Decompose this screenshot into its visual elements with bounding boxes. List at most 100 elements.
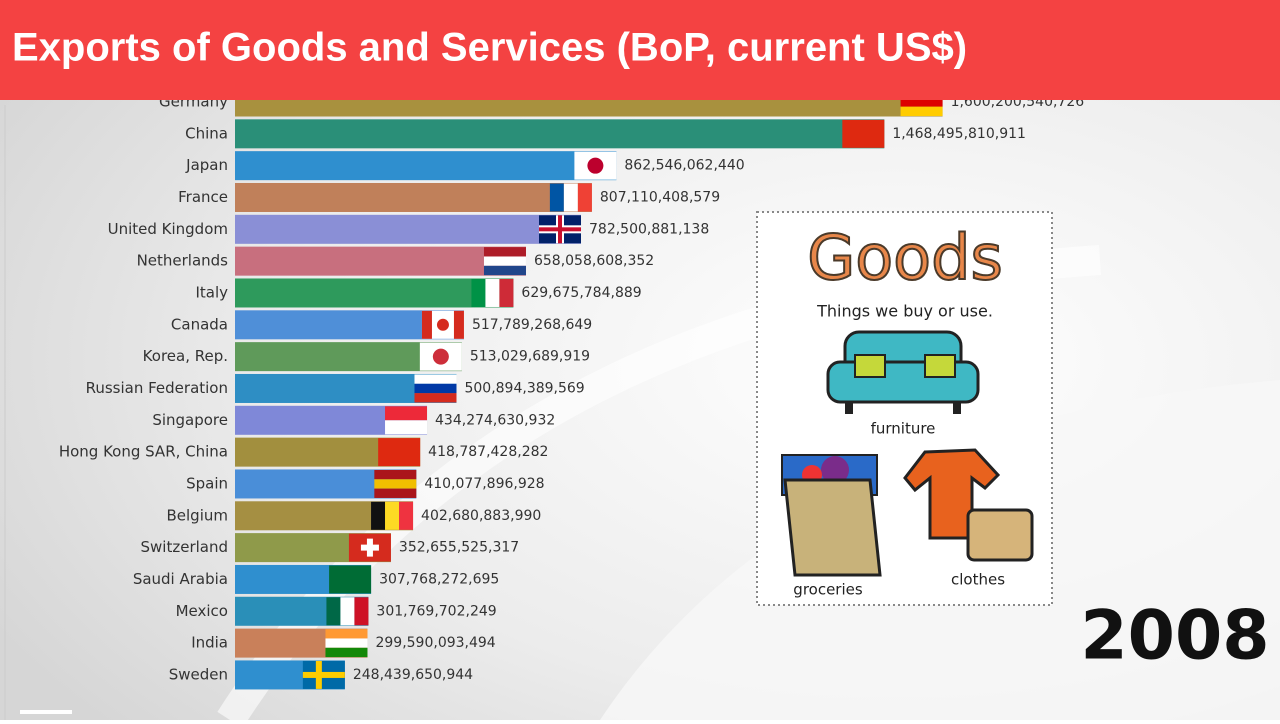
value-label: 658,058,608,352 — [534, 253, 654, 269]
inset: Goods Things we buy or use. furniture gr… — [756, 211, 1053, 606]
flag — [326, 597, 369, 626]
flag-part — [563, 183, 578, 212]
y-tick-label: France — [178, 188, 228, 206]
flag-part — [414, 383, 457, 394]
y-tick-label: Belgium — [167, 506, 229, 524]
y-tick-label: United Kingdom — [108, 220, 228, 238]
flag-part — [354, 597, 369, 626]
progress — [20, 710, 72, 714]
value-label: 517,789,268,649 — [472, 317, 592, 333]
title-bar — [0, 0, 1280, 100]
y-tick-label: Saudi Arabia — [133, 570, 228, 588]
flag-part — [453, 310, 464, 339]
flag — [325, 629, 368, 658]
value-label: 307,768,272,695 — [379, 571, 499, 587]
bar — [235, 151, 617, 181]
flag — [371, 501, 414, 530]
flag — [385, 406, 428, 435]
y-tick-label: Singapore — [152, 411, 228, 429]
flag-part — [325, 629, 368, 639]
y-tick-label: India — [191, 634, 228, 652]
flag-part — [900, 106, 943, 116]
bar — [235, 214, 582, 244]
flag-part — [302, 671, 345, 678]
flag — [348, 533, 391, 562]
flag — [302, 660, 345, 689]
flag-part — [842, 119, 885, 148]
flag — [549, 183, 592, 212]
flag — [414, 374, 457, 403]
value-label: 782,500,881,138 — [589, 221, 709, 237]
flag — [329, 565, 372, 594]
y-tick-label: Spain — [186, 474, 228, 492]
flag-part — [900, 97, 943, 107]
inset-label: groceries — [793, 581, 863, 599]
flag-part — [499, 278, 514, 307]
y-tick-label: China — [185, 124, 228, 142]
flag-part — [471, 278, 486, 307]
y-tick-label: Russian Federation — [86, 379, 228, 397]
flag-part — [325, 647, 368, 658]
y-tick-label: Italy — [195, 283, 228, 301]
flag-part — [414, 374, 457, 384]
bar — [235, 278, 514, 308]
flag-part — [325, 638, 368, 648]
value-label: 434,274,630,932 — [435, 412, 555, 428]
bar — [235, 119, 885, 149]
flag — [471, 278, 514, 307]
flag-part — [577, 183, 592, 212]
flag-part — [374, 488, 417, 498]
value-label: 299,590,093,494 — [375, 635, 495, 651]
value-label: 1,468,495,810,911 — [892, 126, 1026, 142]
groceries-icon — [781, 454, 882, 577]
value-label: 418,787,428,282 — [428, 444, 548, 460]
flag — [483, 247, 526, 276]
flag — [378, 438, 421, 467]
y-tick-label: Mexico — [176, 602, 228, 620]
y-tick-label: Switzerland — [141, 538, 229, 556]
flag-part — [340, 597, 355, 626]
y-tick-label: Japan — [185, 156, 228, 174]
flag-part — [436, 318, 449, 331]
inset-label: clothes — [951, 571, 1005, 589]
flag-part — [360, 544, 379, 551]
y-tick-label: Canada — [171, 315, 228, 333]
flag — [539, 215, 582, 244]
value-label: 629,675,784,889 — [521, 285, 641, 301]
flag-part — [385, 501, 400, 530]
flag-part — [374, 479, 417, 489]
inset-label: furniture — [871, 420, 936, 438]
flag-part — [485, 278, 500, 307]
flag-part — [378, 438, 421, 467]
flag-part — [326, 597, 341, 626]
flag-part — [432, 348, 449, 365]
value-label: 301,769,702,249 — [376, 603, 496, 619]
flag-part — [371, 501, 386, 530]
flag-part — [399, 501, 414, 530]
flag-part — [483, 265, 526, 276]
bar — [235, 246, 526, 276]
flag — [421, 310, 464, 339]
y-tick-label: Sweden — [169, 665, 228, 683]
sofa-icon — [826, 330, 980, 414]
inset-title: Goods — [807, 221, 1003, 294]
flag — [374, 469, 417, 498]
value-label: 862,546,062,440 — [624, 158, 744, 174]
value-label: 402,680,883,990 — [421, 508, 541, 524]
y-tick-label: Hong Kong SAR, China — [59, 443, 228, 461]
flag — [574, 151, 617, 180]
flag-part — [315, 660, 322, 689]
flag-part — [558, 215, 563, 244]
value-label: 513,029,689,919 — [470, 349, 590, 365]
flag-part — [329, 565, 372, 594]
flag-part — [483, 256, 526, 266]
value-label: 500,894,389,569 — [464, 380, 584, 396]
year-label: 2008 — [1080, 597, 1269, 676]
flag-part — [374, 469, 417, 480]
value-label: 807,110,408,579 — [600, 189, 720, 205]
flag-part — [385, 406, 428, 421]
clothes-icon — [903, 448, 1034, 562]
inset-subtitle: Things we buy or use. — [816, 302, 993, 321]
bar — [235, 182, 592, 212]
